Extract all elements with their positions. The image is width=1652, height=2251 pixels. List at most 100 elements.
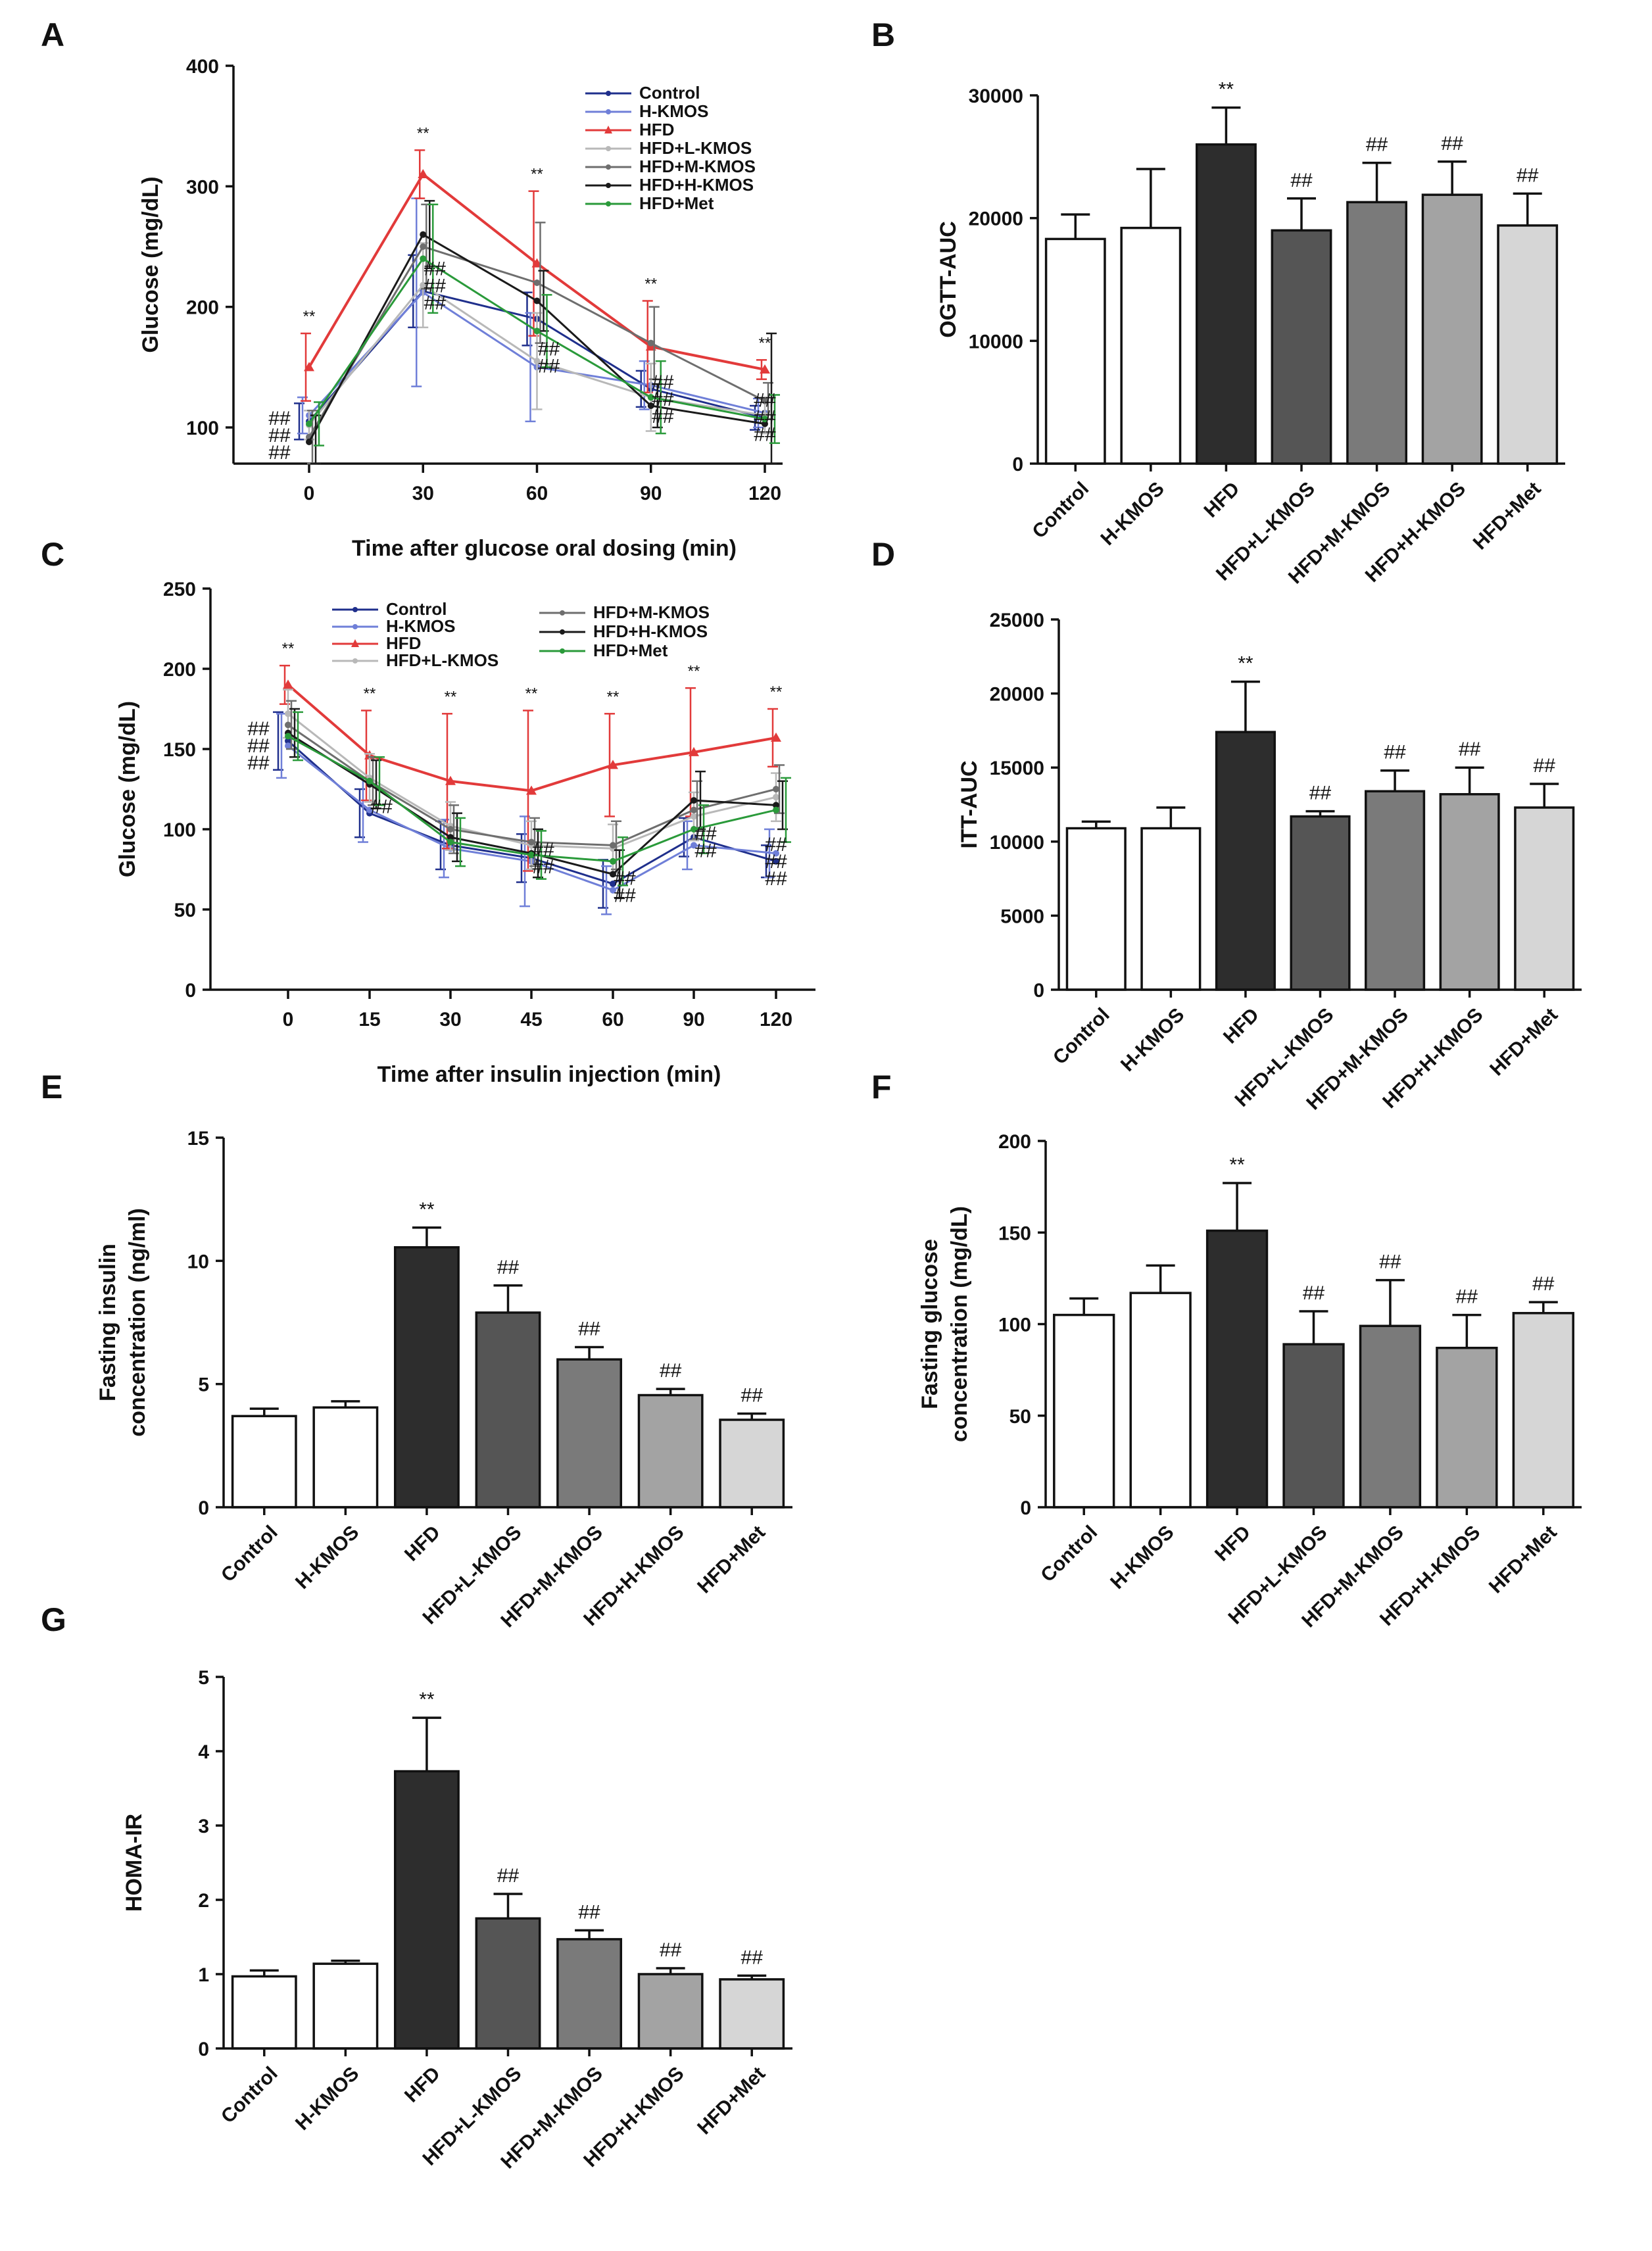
significance-hash: ## xyxy=(614,885,636,907)
y-tick-label: 100 xyxy=(163,819,196,841)
panel-letter-D: D xyxy=(871,536,895,573)
significance-hash: ## xyxy=(614,868,636,890)
x-tick-label: 30 xyxy=(439,1009,461,1030)
significance-hash: ## xyxy=(538,338,560,360)
significance-star: ** xyxy=(303,308,316,326)
bar-HFD+H-KMOS xyxy=(637,1393,704,1509)
significance-hash: ## xyxy=(1303,1282,1325,1304)
significance-hash: ## xyxy=(660,1939,682,1961)
data-point xyxy=(691,797,697,804)
bar-H-KMOS xyxy=(312,1962,379,2050)
panel-D: D 0 5000 10000 15000 20000 25000 ITT-AUC Control… xyxy=(871,536,1582,1114)
bar-Control xyxy=(1044,237,1106,465)
legend-marker xyxy=(606,91,611,96)
significance-hash: ## xyxy=(370,796,393,818)
data-point xyxy=(420,243,427,250)
significance-star: ** xyxy=(419,1689,435,1710)
data-point xyxy=(306,420,312,427)
category-label: HFD xyxy=(1200,478,1244,522)
x-tick-label: 120 xyxy=(760,1009,792,1030)
y-tick-label: 5 xyxy=(198,1374,209,1396)
significance-hash: ## xyxy=(660,1360,682,1382)
category-label: H-KMOS xyxy=(1117,1004,1188,1076)
bar-HFD+Met xyxy=(1512,1312,1574,1509)
y-tick-label: 250 xyxy=(163,579,196,600)
significance-hash: ## xyxy=(424,276,447,297)
legend: ControlH-KMOSHFDHFD+L-KMOSHFD+M-KMOSHFD+… xyxy=(585,83,756,213)
data-point xyxy=(773,794,779,801)
significance-star: ** xyxy=(1219,79,1234,101)
data-point xyxy=(304,362,314,372)
data-point xyxy=(528,852,535,859)
significance-hash: ## xyxy=(765,834,787,856)
y-tick-label: 0 xyxy=(185,980,196,1002)
significance-hash: ## xyxy=(1441,133,1463,155)
significance-star: ** xyxy=(282,640,295,658)
bar-HFD+Met xyxy=(1514,806,1575,991)
legend: ControlH-KMOSHFDHFD+L-KMOSHFD+M-KMOSHFD+… xyxy=(332,599,710,670)
y-tick-label: 15 xyxy=(187,1128,209,1150)
legend-label: HFD+M-KMOS xyxy=(593,602,710,622)
legend-label: HFD xyxy=(639,120,674,139)
x-tick-label: 90 xyxy=(683,1009,704,1030)
legend-label: HFD+L-KMOS xyxy=(386,650,498,670)
legend-marker xyxy=(560,648,565,654)
legend-label: HFD+L-KMOS xyxy=(639,138,752,158)
legend-label: HFD+H-KMOS xyxy=(593,621,708,641)
legend-marker xyxy=(351,639,359,647)
data-point xyxy=(533,358,541,365)
significance-star: ** xyxy=(445,688,457,706)
data-point xyxy=(445,775,456,785)
bar-HFD+L-KMOS xyxy=(475,1917,541,2050)
significance-star: ** xyxy=(644,276,657,293)
data-point xyxy=(533,279,541,286)
data-point xyxy=(533,327,541,335)
significance-hash: ## xyxy=(532,839,554,861)
data-point xyxy=(771,732,781,742)
bar-HFD xyxy=(1205,1229,1269,1509)
significance-star: ** xyxy=(525,685,538,702)
legend-label: Control xyxy=(386,599,447,619)
bar-HFD+M-KMOS xyxy=(556,1938,623,2050)
bar-Control xyxy=(231,1415,297,1509)
significance-hash: ## xyxy=(268,408,291,429)
data-point xyxy=(285,710,291,717)
panel-letter-E: E xyxy=(41,1069,62,1105)
significance-star: ** xyxy=(688,662,700,680)
y-tick-label: 3 xyxy=(198,1816,209,1837)
data-point xyxy=(647,394,654,401)
data-point xyxy=(447,838,454,846)
significance-hash: ## xyxy=(1384,742,1406,763)
legend-marker xyxy=(352,658,358,664)
bar-HFD+H-KMOS xyxy=(1439,792,1500,991)
data-point xyxy=(447,826,454,833)
significance-hash: ## xyxy=(1366,134,1388,156)
legend-label: HFD+Met xyxy=(639,193,714,213)
y-tick-label: 20000 xyxy=(990,684,1044,706)
y-tick-label: 0 xyxy=(198,2039,209,2060)
significance-hash: ## xyxy=(497,1257,520,1278)
data-point xyxy=(773,802,779,809)
significance-star: ** xyxy=(419,1199,435,1221)
significance-hash: ## xyxy=(268,425,291,447)
data-point xyxy=(526,785,537,795)
panel-letter-F: F xyxy=(871,1069,892,1105)
category-label: HFD xyxy=(401,2063,445,2107)
significance-hash: ## xyxy=(1459,738,1481,760)
y-tick-label: 15000 xyxy=(990,758,1044,779)
y-tick-label: 0 xyxy=(1033,980,1044,1002)
data-point xyxy=(418,169,429,178)
significance-hash: ## xyxy=(765,868,787,890)
significance-hash: ## xyxy=(1532,1273,1555,1295)
significance-hash: ## xyxy=(1456,1286,1478,1308)
significance-hash: ## xyxy=(578,1318,600,1340)
significance-hash: ## xyxy=(247,718,270,740)
data-point xyxy=(447,834,454,841)
y-tick-label: 5 xyxy=(198,1667,209,1689)
category-label: HFD+Met xyxy=(693,2063,769,2139)
data-point xyxy=(610,858,616,865)
y-tick-label: 10 xyxy=(187,1251,209,1272)
y-tick-label: 50 xyxy=(174,900,196,921)
bar-HFD+M-KMOS xyxy=(1346,201,1408,465)
